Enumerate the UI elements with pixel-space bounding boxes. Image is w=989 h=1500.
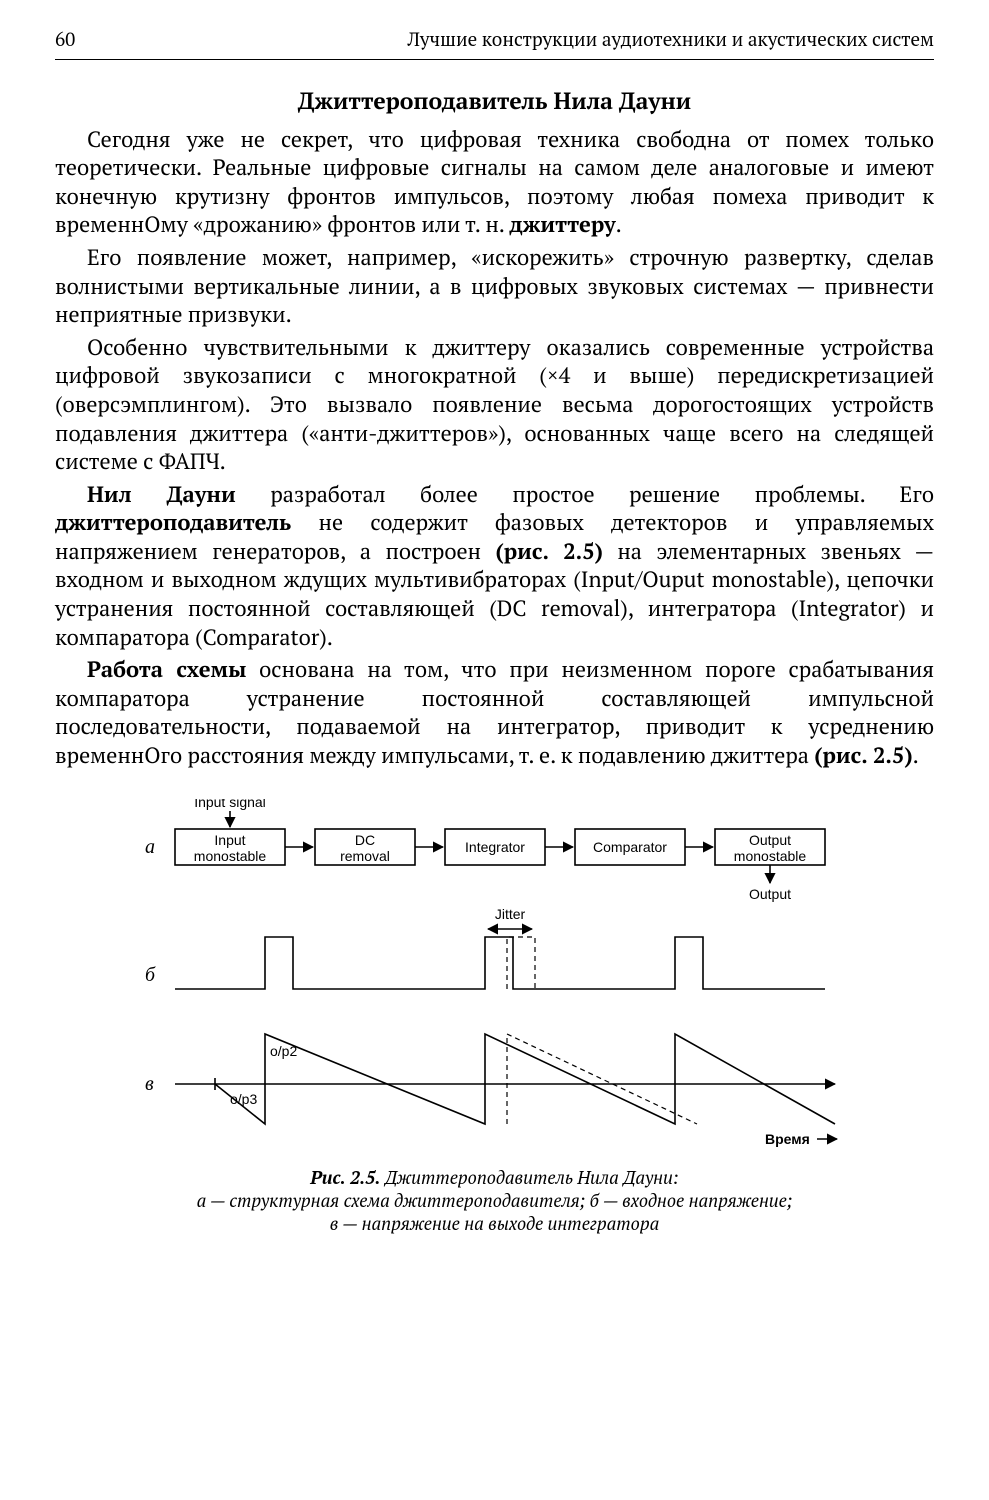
svg-text:Comparator: Comparator xyxy=(593,839,667,855)
figure-label: Рис. 2.5. xyxy=(310,1166,380,1190)
running-head: 60 Лучшие конструкции аудиотехники и аку… xyxy=(55,28,934,60)
page-number: 60 xyxy=(55,28,75,53)
running-title: Лучшие конструкции аудиотехники и акусти… xyxy=(407,28,934,53)
row-a: аInput signalInputmonostableDCremovalInt… xyxy=(145,799,825,902)
svg-text:monostable: monostable xyxy=(193,848,266,864)
term-jitter: джиттеру xyxy=(509,210,615,239)
svg-text:б: б xyxy=(145,964,156,986)
term-jitter-suppressor: джиттероподавитель xyxy=(55,508,291,537)
svg-text:Output: Output xyxy=(748,886,790,902)
text: Сегодня уже не секрет, что цифровая техн… xyxy=(55,125,934,240)
svg-text:а: а xyxy=(145,836,155,858)
paragraph-2: Его появление может, например, «искорежи… xyxy=(55,244,934,330)
fig-ref: (рис. 2.5) xyxy=(495,537,602,566)
author-name: Нил Дауни xyxy=(87,480,236,509)
page: 60 Лучшие конструкции аудиотехники и аку… xyxy=(0,0,989,1500)
fig-ref: (рис. 2.5) xyxy=(814,741,912,770)
caption-title: Джиттероподавитель Нила Дауни: xyxy=(380,1166,678,1190)
svg-text:в: в xyxy=(145,1073,154,1095)
paragraph-1: Сегодня уже не секрет, что цифровая техн… xyxy=(55,126,934,240)
text: разработал более простое решение проблем… xyxy=(236,480,934,509)
section-title: Джиттероподавитель Нила Дауни xyxy=(55,86,934,116)
caption-line-2: а — структурная схема джиттероподавителя… xyxy=(197,1189,793,1213)
paragraph-4: Нил Дауни разработал более простое решен… xyxy=(55,481,934,653)
svg-text:Output: Output xyxy=(748,832,790,848)
svg-text:Input signal: Input signal xyxy=(194,799,266,810)
svg-text:Input: Input xyxy=(214,832,245,848)
svg-text:Integrator: Integrator xyxy=(465,839,525,855)
svg-text:removal: removal xyxy=(340,848,390,864)
caption-line-3: в — напряжение на выходе интегратора xyxy=(330,1212,659,1236)
text: . xyxy=(616,210,622,239)
svg-text:DC: DC xyxy=(354,832,374,848)
row-b: б Jitter xyxy=(145,906,825,989)
svg-text:Время: Время xyxy=(765,1131,810,1147)
text: . xyxy=(913,741,919,770)
row-c: вo/p2o/p3Время xyxy=(145,1034,837,1147)
figure-2-5: аInput signalInputmonostableDCremovalInt… xyxy=(55,799,934,1237)
svg-text:monostable: monostable xyxy=(733,848,806,864)
figure-svg: аInput signalInputmonostableDCremovalInt… xyxy=(115,799,875,1159)
paragraph-3: Особенно чувствительными к джиттеру оказ… xyxy=(55,334,934,477)
emphasis: Работа схемы xyxy=(87,655,246,684)
figure-caption: Рис. 2.5. Джиттероподавитель Нила Дауни:… xyxy=(55,1167,934,1237)
svg-text:Jitter: Jitter xyxy=(494,906,525,922)
paragraph-5: Работа схемы основана на том, что при не… xyxy=(55,656,934,770)
